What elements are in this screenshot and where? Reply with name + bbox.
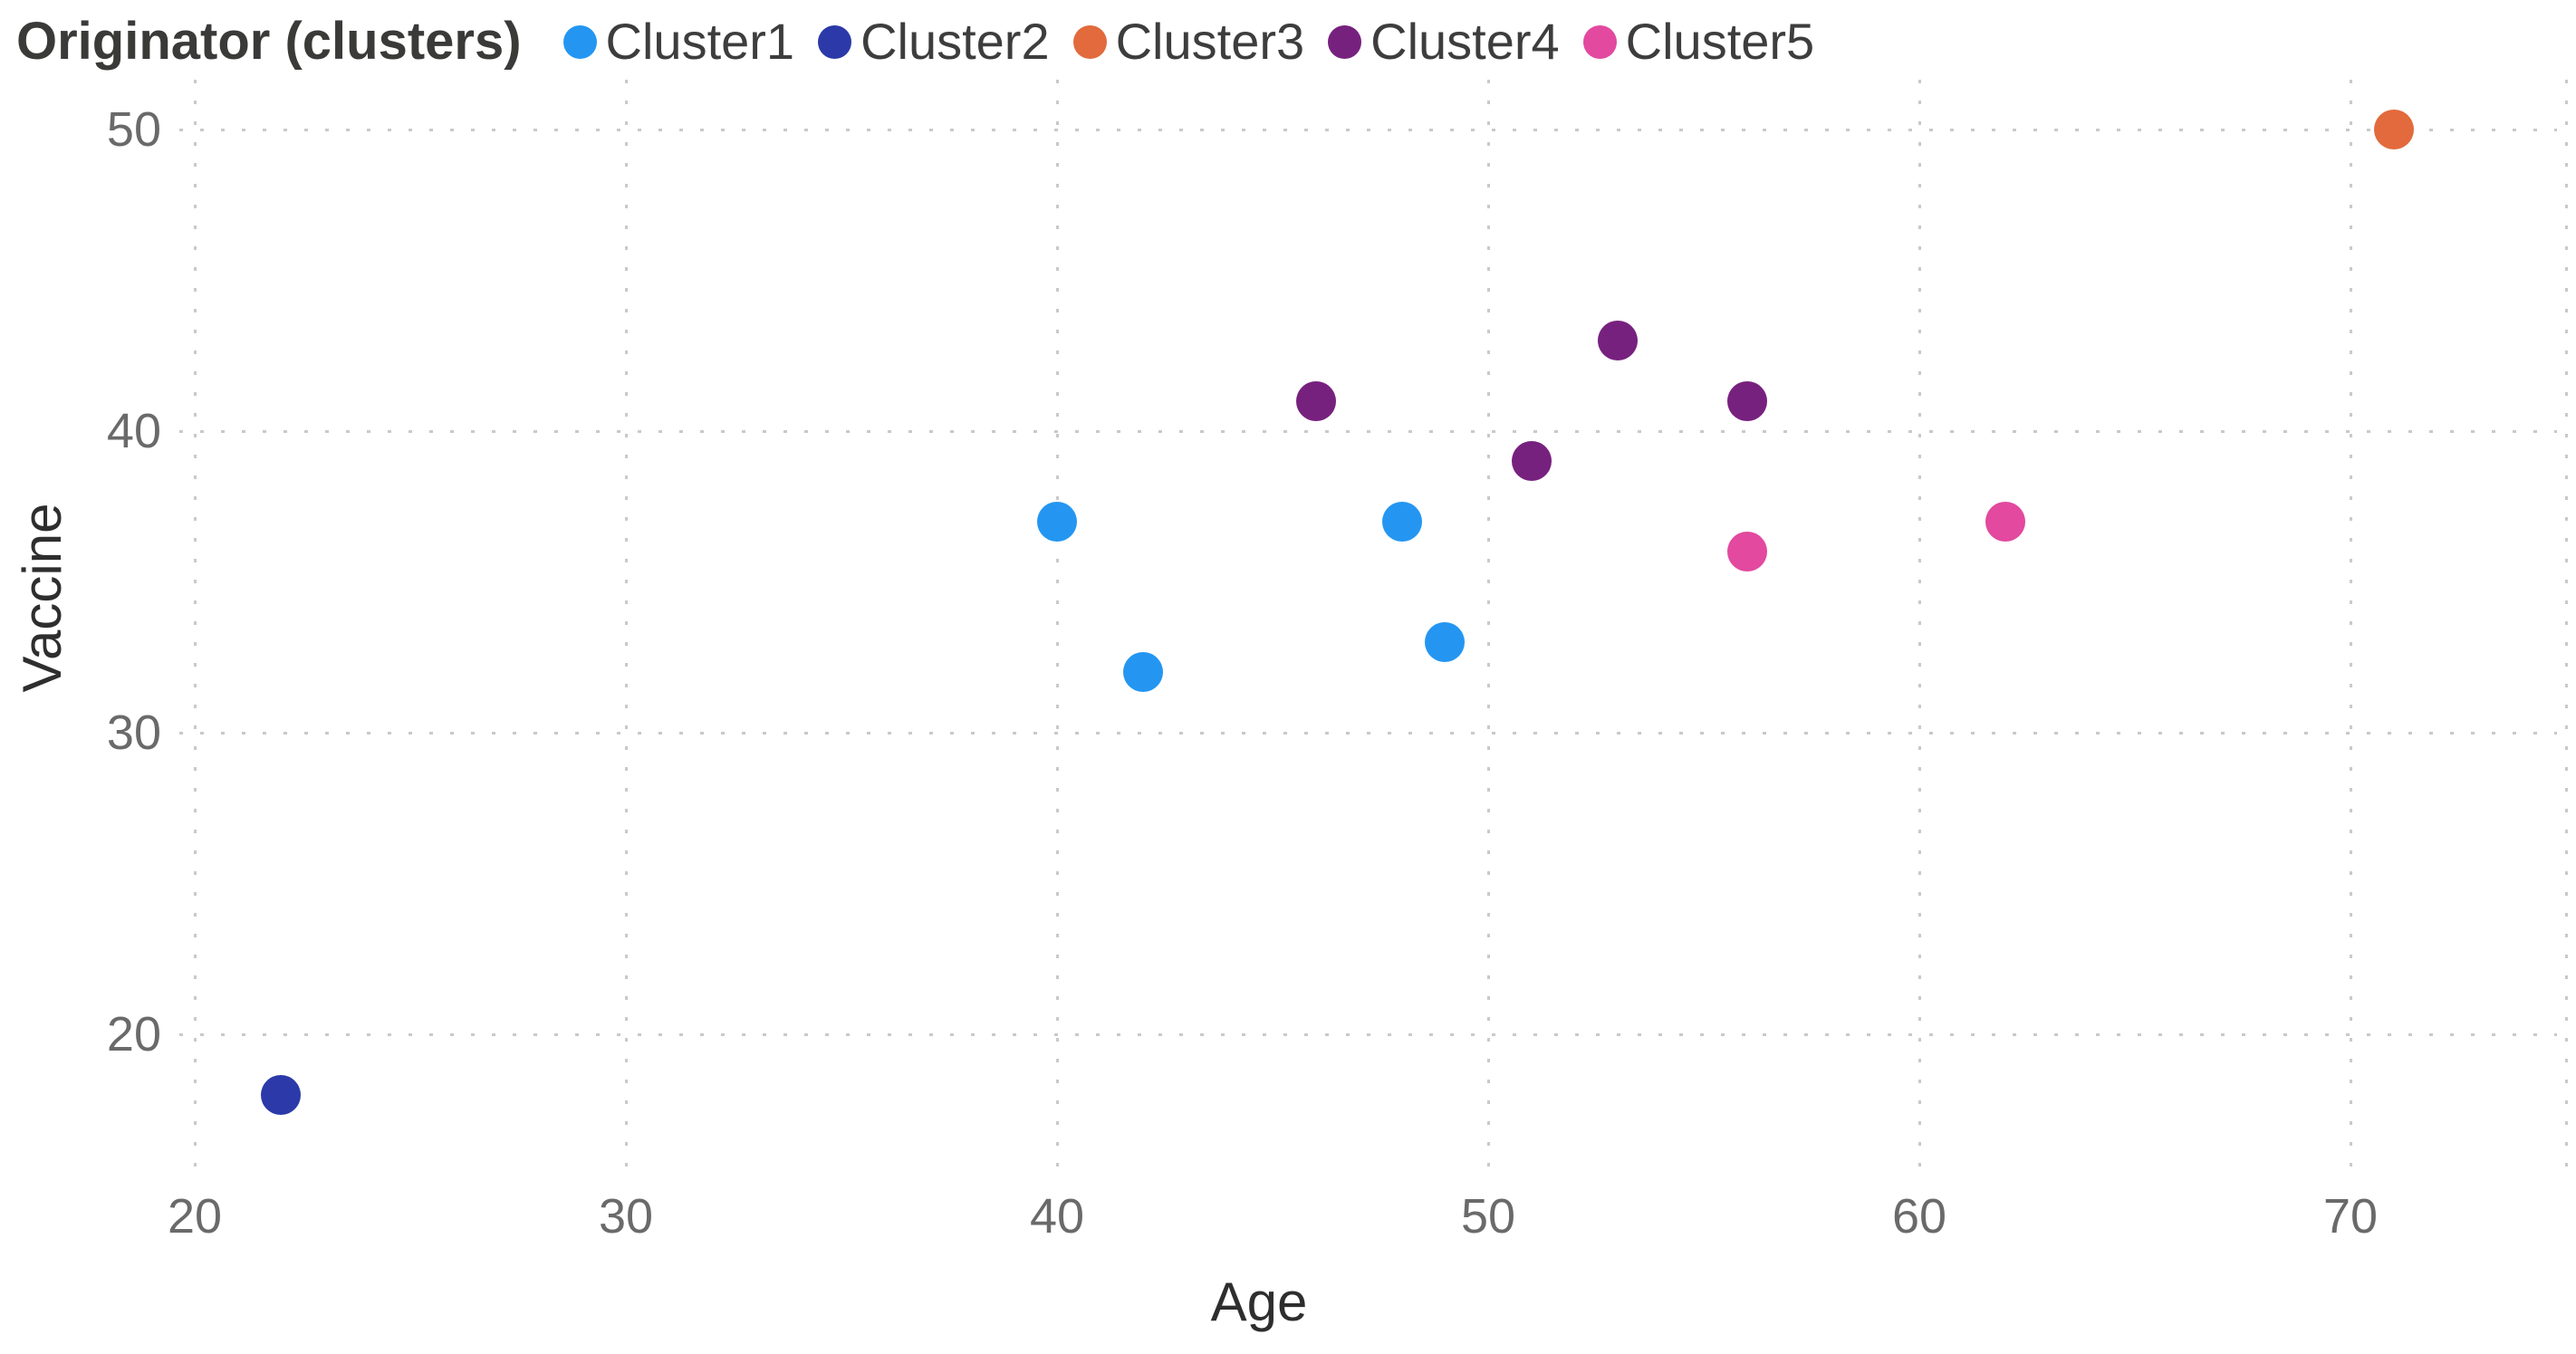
- data-point-cluster1[interactable]: [1037, 501, 1077, 542]
- x-tick-label: 20: [167, 1189, 223, 1244]
- legend-swatch-icon: [562, 24, 597, 59]
- x-axis-title: Age: [1210, 1272, 1308, 1332]
- y-gridline: [179, 732, 2557, 735]
- x-tick-label: 30: [598, 1189, 654, 1244]
- legend-item-label: Cluster1: [605, 13, 795, 70]
- data-point-cluster3[interactable]: [2373, 110, 2414, 149]
- y-axis-title: Vaccine: [12, 503, 72, 693]
- legend-swatch-icon: [1072, 24, 1107, 59]
- data-point-cluster4[interactable]: [1597, 321, 1638, 361]
- legend-item-cluster3[interactable]: Cluster3: [1072, 13, 1305, 70]
- y-tick-label: 30: [106, 706, 161, 760]
- legend-item-label: Cluster3: [1115, 13, 1305, 70]
- y-tick-label: 40: [106, 404, 161, 458]
- legend-item-label: Cluster5: [1625, 13, 1815, 70]
- legend-swatch-icon: [1582, 24, 1617, 59]
- legend-item-cluster4[interactable]: Cluster4: [1328, 16, 1560, 67]
- legend: Originator (clusters) Cluster1 Cluster2 Cl…: [16, 9, 1838, 74]
- y-gridline: [179, 1033, 2557, 1036]
- data-point-cluster4[interactable]: [1511, 441, 1552, 482]
- data-point-cluster5[interactable]: [1985, 501, 2026, 542]
- x-gridline: [1487, 80, 1490, 1174]
- x-tick-label: 50: [1460, 1189, 1516, 1244]
- legend-items: Cluster1 Cluster2 Cluster3 Cluster4 Cluster5: [562, 13, 1839, 70]
- x-tick-label: 70: [2322, 1189, 2379, 1244]
- x-tick-label: 40: [1029, 1189, 1085, 1244]
- x-tick-label: 60: [1891, 1189, 1947, 1244]
- legend-item-cluster2[interactable]: Cluster2: [818, 16, 1050, 67]
- legend-title: Originator (clusters): [16, 12, 522, 71]
- data-point-cluster1[interactable]: [1381, 501, 1422, 542]
- data-point-cluster5[interactable]: [1726, 532, 1767, 572]
- data-point-cluster2[interactable]: [261, 1074, 302, 1115]
- legend-item-label: Cluster4: [1370, 13, 1560, 70]
- legend-swatch-icon: [1328, 24, 1362, 59]
- data-point-cluster1[interactable]: [1425, 622, 1466, 663]
- legend-swatch-icon: [818, 24, 852, 59]
- x-gridline: [2565, 80, 2568, 1174]
- y-gridline: [179, 430, 2557, 433]
- y-tick-label: 20: [106, 1007, 161, 1061]
- legend-item-label: Cluster2: [860, 13, 1050, 70]
- x-gridline: [1056, 80, 1059, 1174]
- data-point-cluster4[interactable]: [1295, 380, 1336, 421]
- data-point-cluster4[interactable]: [1726, 380, 1767, 421]
- legend-item-cluster5[interactable]: Cluster5: [1582, 13, 1815, 70]
- y-gridline: [179, 129, 2557, 131]
- x-gridline: [2350, 80, 2352, 1174]
- x-gridline: [625, 80, 628, 1174]
- x-gridline: [194, 80, 197, 1174]
- legend-item-cluster1[interactable]: Cluster1: [562, 13, 795, 70]
- x-gridline: [1918, 80, 1921, 1174]
- y-tick-label: 50: [106, 102, 161, 157]
- data-point-cluster1[interactable]: [1123, 652, 1164, 693]
